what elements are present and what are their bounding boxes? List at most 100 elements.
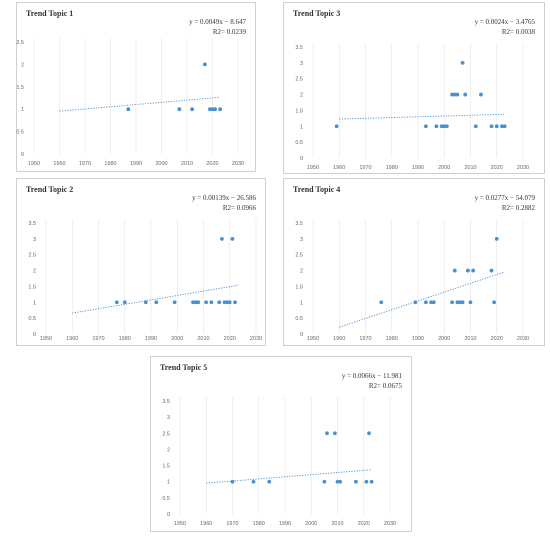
data-point bbox=[364, 479, 369, 484]
x-tick-label: 1990 bbox=[130, 161, 142, 167]
y-tick-label: 3.5 bbox=[295, 45, 303, 51]
y-tick-label: 1.5 bbox=[28, 284, 36, 290]
data-point bbox=[450, 92, 455, 97]
data-point bbox=[126, 107, 131, 112]
data-point bbox=[452, 92, 457, 97]
trendline bbox=[339, 271, 505, 328]
x-tick-label: 1950 bbox=[307, 165, 319, 171]
x-tick-label: 2020 bbox=[358, 521, 370, 527]
y-tick-label: 0.5 bbox=[295, 140, 303, 146]
data-point bbox=[463, 92, 468, 97]
data-point bbox=[379, 300, 384, 305]
data-point bbox=[204, 300, 209, 305]
data-point bbox=[423, 300, 428, 305]
data-point bbox=[489, 124, 494, 129]
data-point bbox=[460, 300, 465, 305]
data-point bbox=[202, 62, 207, 67]
data-point bbox=[413, 300, 418, 305]
data-point bbox=[154, 300, 159, 305]
data-point bbox=[369, 479, 374, 484]
x-tick-label: 1950 bbox=[28, 161, 40, 167]
data-point bbox=[222, 300, 227, 305]
data-point bbox=[335, 479, 340, 484]
y-tick-label: 3 bbox=[33, 237, 36, 243]
chart-svg: Trend Topic 3 y = 0.0024x − 3.4765 R2= 0.0… bbox=[283, 2, 545, 174]
x-tick-label: 1950 bbox=[40, 336, 52, 342]
x-tick-label: 1980 bbox=[253, 521, 265, 527]
y-tick-label: 0.5 bbox=[16, 130, 24, 136]
x-tick-label: 1970 bbox=[226, 521, 238, 527]
y-tick-label: 0.5 bbox=[162, 496, 170, 502]
data-point bbox=[423, 124, 428, 129]
x-tick-label: 1980 bbox=[386, 165, 398, 171]
x-tick-label: 1960 bbox=[333, 165, 345, 171]
x-tick-label: 1990 bbox=[412, 336, 424, 342]
x-tick-label: 1960 bbox=[66, 336, 78, 342]
data-point bbox=[500, 124, 504, 129]
data-point bbox=[172, 300, 177, 305]
x-tick-label: 1950 bbox=[174, 521, 186, 527]
data-point bbox=[325, 431, 329, 436]
y-tick-label: 0 bbox=[33, 332, 36, 338]
data-point bbox=[465, 268, 470, 273]
data-point bbox=[439, 124, 444, 129]
data-point bbox=[468, 300, 473, 305]
y-tick-label: 2 bbox=[300, 269, 303, 275]
data-point bbox=[334, 124, 339, 129]
chart-title: Trend Topic 1 bbox=[26, 9, 73, 18]
data-point bbox=[494, 236, 499, 241]
y-tick-label: 2.5 bbox=[28, 253, 36, 259]
data-point bbox=[429, 300, 434, 305]
x-tick-label: 2000 bbox=[171, 336, 183, 342]
data-point bbox=[489, 268, 494, 273]
data-point bbox=[322, 479, 327, 484]
data-point bbox=[471, 268, 476, 273]
y-tick-label: 2 bbox=[33, 269, 36, 275]
data-point bbox=[217, 300, 222, 305]
y-tick-label: 1 bbox=[33, 300, 36, 306]
data-point bbox=[367, 431, 371, 436]
x-tick-label: 2010 bbox=[464, 336, 476, 342]
y-tick-label: 0 bbox=[167, 512, 170, 518]
data-point bbox=[353, 479, 358, 484]
trendline bbox=[59, 96, 221, 112]
y-tick-label: 3.5 bbox=[162, 399, 170, 405]
chart-panel-trend-topic-4: Trend Topic 4 y = 0.0277x − 54.079 R2= 0.2… bbox=[283, 178, 545, 346]
x-tick-label: 2030 bbox=[517, 165, 529, 171]
chart-svg: Trend Topic 5 y = 0.0066x − 11.981 R2= 0.0… bbox=[150, 356, 412, 532]
data-point bbox=[492, 300, 497, 305]
x-tick-label: 2010 bbox=[464, 165, 476, 171]
x-tick-label: 2020 bbox=[491, 336, 503, 342]
trendline-equation: y = 0.0049x − 8.647 bbox=[189, 18, 246, 26]
y-tick-label: 0 bbox=[21, 152, 24, 158]
data-point bbox=[122, 300, 127, 305]
x-tick-label: 1980 bbox=[119, 336, 131, 342]
y-tick-label: 1 bbox=[21, 107, 24, 113]
data-point bbox=[213, 107, 217, 112]
trendline-equation: y = 0.0277x − 54.079 bbox=[475, 194, 536, 202]
data-point bbox=[230, 236, 235, 241]
data-point bbox=[455, 92, 460, 97]
data-point bbox=[190, 107, 195, 112]
chart-title: Trend Topic 5 bbox=[160, 363, 207, 372]
chart-title: Trend Topic 3 bbox=[293, 9, 340, 18]
y-tick-label: 1 bbox=[300, 300, 303, 306]
r-squared-label: R2= 0.0239 bbox=[213, 28, 247, 36]
x-tick-label: 2030 bbox=[250, 336, 262, 342]
data-point bbox=[442, 124, 447, 129]
y-tick-label: 2 bbox=[300, 93, 303, 99]
y-tick-label: 2.5 bbox=[295, 253, 303, 259]
r-squared-label: R2= 0.0038 bbox=[502, 28, 536, 36]
y-tick-label: 2.5 bbox=[16, 40, 24, 46]
x-tick-label: 2000 bbox=[438, 336, 450, 342]
chart-frame bbox=[16, 178, 266, 346]
y-tick-label: 2.5 bbox=[295, 77, 303, 83]
x-tick-label: 1990 bbox=[279, 521, 291, 527]
data-point bbox=[458, 300, 462, 305]
x-tick-label: 1960 bbox=[53, 161, 65, 167]
data-point bbox=[434, 124, 439, 129]
r-squared-label: R2= 0.0675 bbox=[369, 382, 403, 390]
x-tick-label: 1960 bbox=[333, 336, 345, 342]
data-point bbox=[177, 107, 182, 112]
y-tick-label: 0.5 bbox=[295, 316, 303, 322]
